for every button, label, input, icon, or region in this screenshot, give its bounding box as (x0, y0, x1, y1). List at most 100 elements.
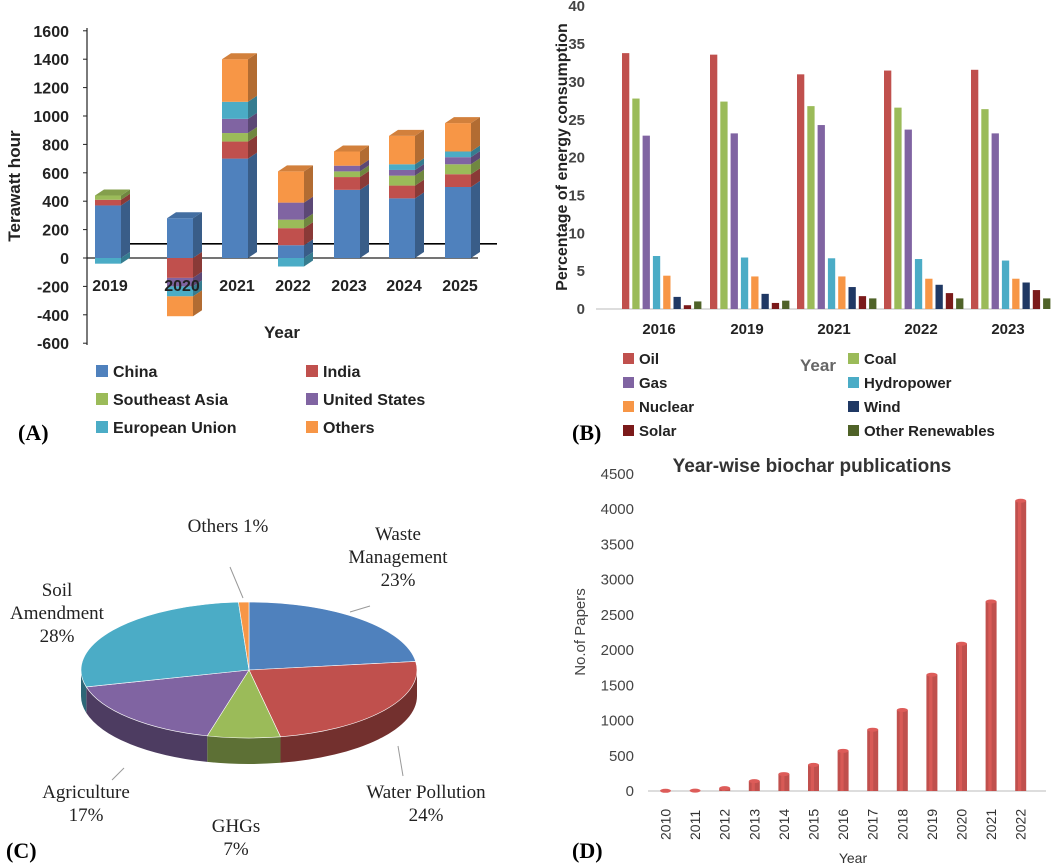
legend-label: India (323, 364, 360, 381)
x-tick-label: 2016 (835, 809, 851, 840)
bar-solar (945, 293, 954, 309)
pie-slice-others (238, 601, 250, 671)
bar-wind (761, 293, 769, 309)
legend-label: United States (323, 392, 425, 409)
bar-segment-india (334, 177, 360, 190)
bar-segment-united-states (334, 165, 360, 172)
y-tick-label: 4500 (601, 466, 634, 483)
bar-segment-side (415, 179, 424, 199)
bar-segment-side (304, 252, 313, 267)
pie-percent-label: 23% (381, 570, 416, 591)
legend-swatch (96, 393, 108, 405)
bar-segment-side (193, 212, 202, 258)
bar-segment-side (193, 290, 202, 317)
legend-label: Gas (639, 375, 667, 392)
x-tick-label: 2022 (275, 278, 311, 295)
bar-segment-side (304, 222, 313, 246)
bar-wind (1022, 282, 1030, 309)
pie-slice-side-water-pollution (280, 670, 418, 763)
bar-hydropower (914, 259, 923, 309)
bar-other-renewables (782, 300, 790, 309)
y-tick-label: 3000 (601, 572, 634, 589)
legend-label: Other Renewables (864, 423, 995, 440)
bar-top (808, 762, 819, 767)
bar-segment-side (193, 280, 202, 297)
bar-segment-india (445, 174, 471, 187)
bar-top (985, 599, 997, 604)
x-tick-label: 2019 (92, 278, 128, 295)
bar-segment-side (248, 127, 257, 142)
x-tick-label: 2018 (894, 809, 910, 840)
legend-swatch (848, 425, 859, 436)
bar-segment-southeast-asia (334, 171, 360, 178)
legend-label: Southeast Asia (113, 392, 228, 409)
pie-label: Others 1% (188, 516, 269, 537)
panel-label: (D) (572, 838, 603, 863)
bar-segment-southeast-asia (389, 175, 415, 186)
pie-percent-label: 7% (223, 839, 249, 860)
x-tick-label: 2012 (717, 809, 733, 840)
y-tick-label: 25 (568, 112, 585, 129)
y-tick-label: 0 (626, 783, 634, 800)
bar-segment-side (193, 252, 202, 278)
legend-label: Oil (639, 351, 659, 368)
bar-top-face (389, 129, 424, 136)
y-tick-label: 4000 (601, 501, 634, 518)
bar-segment-united-states (278, 202, 304, 220)
bar-solar (858, 296, 867, 309)
bar-wind (935, 284, 943, 309)
bar-highlight (751, 781, 755, 791)
x-tick-label: 2017 (865, 809, 881, 840)
pie-label-line2: Amendment (10, 603, 105, 624)
bar-oil (710, 54, 718, 310)
legend-swatch (306, 421, 318, 433)
y-tick-label: 20 (568, 150, 585, 167)
pie-label: Soil (42, 580, 73, 601)
x-tick-label: 2023 (331, 278, 367, 295)
leader-line (397, 745, 404, 777)
bar-top-face (278, 165, 313, 172)
legend-label: European Union (113, 420, 237, 437)
bar-segment-united-states (222, 118, 248, 134)
y-tick-label: 800 (42, 137, 69, 154)
bar-segment-others (389, 135, 415, 165)
bar-segment-side (360, 171, 369, 190)
bar-segment-southeast-asia (222, 133, 248, 142)
bar-nuclear (1012, 278, 1020, 309)
bar-gas (642, 135, 650, 309)
bar-segment-side (415, 158, 424, 170)
bar-nuclear (838, 276, 846, 309)
y-tick-label: 400 (42, 194, 69, 211)
bar-segment-european-union (278, 258, 304, 267)
bar-segment-others (167, 296, 193, 317)
legend-label: Solar (639, 423, 677, 440)
x-tick-label: 2019 (730, 321, 763, 338)
bar-segment-india (167, 258, 193, 278)
bar-segment-others (445, 123, 471, 152)
bar-top (926, 672, 938, 677)
bar-segment-india (95, 199, 121, 206)
legend-label: Hydropower (864, 375, 952, 392)
bar-oil (971, 69, 979, 310)
bar-other-renewables (1043, 298, 1051, 309)
bar-segment-china (278, 245, 304, 258)
bar-top (778, 772, 790, 777)
legend-swatch (96, 365, 108, 377)
legend-swatch (306, 365, 318, 377)
bar-segment-others (334, 151, 360, 166)
bar-segment-china (389, 198, 415, 258)
bar-segment-side (471, 117, 480, 152)
bar-top-face (334, 145, 369, 152)
bar-segment-european-union (167, 286, 193, 297)
bar-segment-side (471, 145, 480, 158)
legend-label: Others (323, 420, 375, 437)
bar-segment-china (445, 187, 471, 258)
legend-label: Coal (864, 351, 897, 368)
bar-nuclear (925, 278, 933, 309)
x-tick-label: 2021 (817, 321, 850, 338)
panel-a-stacked-bar-chart: -600 -400 -200 0 200 400 600 800 1000 1200 1400 160… (5, 24, 497, 445)
bar-segment-india (278, 228, 304, 246)
x-tick-label: 2019 (924, 809, 940, 840)
x-tick-label: 2020 (164, 278, 200, 295)
bar-segment-side (471, 168, 480, 187)
